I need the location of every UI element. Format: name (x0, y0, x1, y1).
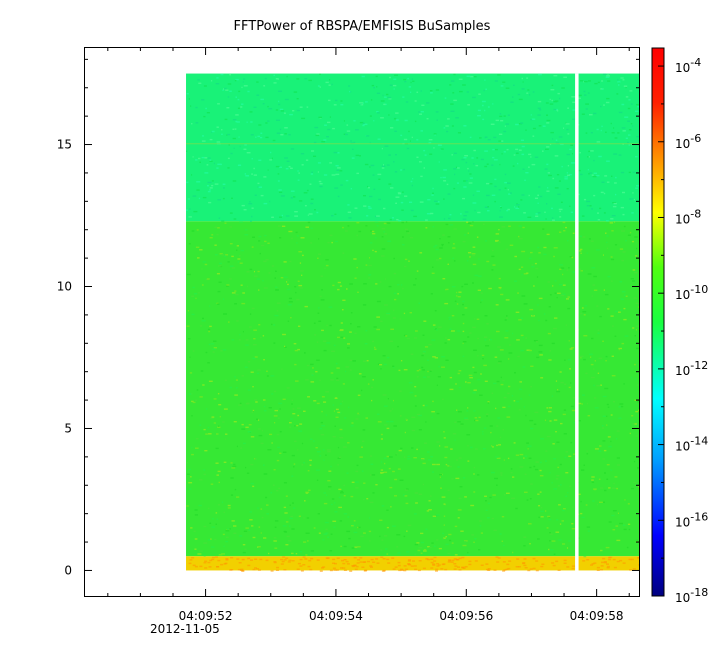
x-tick-label: 04:09:56 (439, 609, 493, 623)
y-tick-label: 5 (64, 421, 72, 435)
colorbar-tick-label: 10-12 (675, 359, 708, 378)
y-tick-label: 10 (57, 280, 72, 294)
y-axis: 0 5 10 15 (57, 58, 639, 577)
x-tick-label: 04:09:52 (179, 609, 233, 623)
colorbar-tick-label: 10-4 (675, 56, 701, 75)
spectrogram-layer (186, 73, 639, 572)
colorbar: 10-4 10-6 10-8 10-10 10-12 10-14 10-16 10-18 (651, 47, 708, 605)
y-tick-label: 0 (64, 563, 72, 577)
spectrogram-band-3 (186, 556, 639, 571)
y-tick-label: 15 (57, 138, 72, 152)
colorbar-tick-label: 10-6 (675, 132, 701, 151)
spectrogram-band-2 (186, 221, 639, 557)
colorbar-tick-label: 10-10 (675, 283, 708, 302)
colorbar-tick-label: 10-16 (675, 510, 708, 529)
colorbar-tick-label: 10-8 (675, 207, 701, 226)
colorbar-tick-label: 10-14 (675, 435, 708, 454)
data-gap (575, 73, 579, 572)
spectral-line (186, 143, 639, 145)
x-tick-label: 04:09:54 (309, 609, 363, 623)
spectrogram-band-1 (186, 73, 639, 222)
chart-title: FFTPower of RBSPA/EMFISIS BuSamples (234, 19, 491, 34)
x-axis: 04:09:52 04:09:54 04:09:56 04:09:58 (107, 48, 630, 623)
x-axis-date-label: 2012-11-05 (150, 622, 220, 636)
x-tick-label: 04:09:58 (570, 609, 624, 623)
colorbar-gradient (651, 47, 665, 597)
colorbar-tick-label: 10-18 (675, 586, 708, 605)
